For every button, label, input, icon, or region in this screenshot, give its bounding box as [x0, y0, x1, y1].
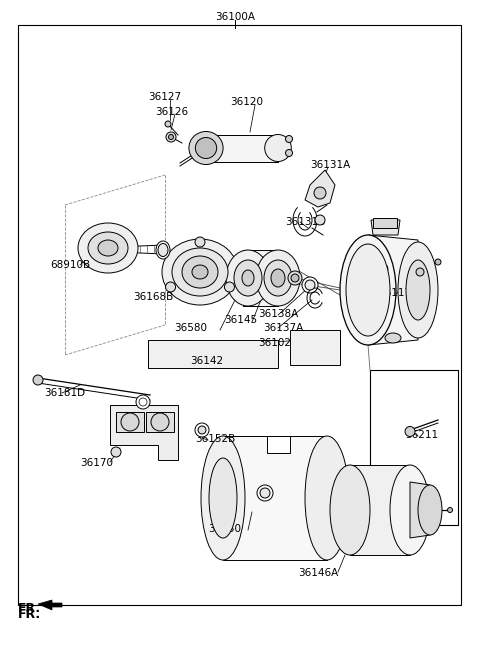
Polygon shape [38, 600, 62, 610]
Ellipse shape [226, 250, 270, 306]
Circle shape [165, 121, 171, 127]
Text: 36102: 36102 [258, 338, 291, 348]
Circle shape [260, 488, 270, 498]
Circle shape [151, 413, 169, 431]
Polygon shape [371, 220, 400, 235]
Circle shape [288, 271, 302, 285]
Text: 36137A: 36137A [263, 323, 303, 333]
Text: 36126: 36126 [155, 107, 188, 117]
Text: 68910B: 68910B [50, 260, 90, 270]
Text: 36120: 36120 [230, 97, 263, 107]
Circle shape [302, 277, 318, 293]
Circle shape [405, 426, 415, 437]
Circle shape [225, 282, 234, 292]
Circle shape [121, 413, 139, 431]
Text: 36142: 36142 [190, 356, 223, 366]
Text: 36131A: 36131A [310, 160, 350, 170]
Ellipse shape [398, 242, 438, 338]
Circle shape [166, 132, 176, 142]
Ellipse shape [162, 239, 238, 305]
Ellipse shape [192, 265, 208, 279]
Text: 36146A: 36146A [298, 568, 338, 578]
Ellipse shape [158, 244, 168, 257]
Circle shape [195, 237, 205, 247]
Text: 36211: 36211 [405, 430, 438, 440]
Circle shape [166, 282, 176, 292]
Polygon shape [110, 405, 178, 460]
Text: 36181D: 36181D [44, 388, 85, 398]
Circle shape [33, 375, 43, 385]
Bar [146, 412, 174, 432]
Circle shape [111, 447, 121, 457]
Ellipse shape [209, 458, 237, 538]
Bar [18, 25, 461, 605]
Polygon shape [243, 250, 278, 306]
Polygon shape [267, 436, 290, 453]
Ellipse shape [98, 240, 118, 256]
Text: 36150: 36150 [208, 524, 241, 534]
Ellipse shape [234, 260, 262, 296]
Ellipse shape [156, 241, 170, 259]
Ellipse shape [189, 132, 223, 165]
Ellipse shape [406, 260, 430, 320]
Text: 36580: 36580 [174, 323, 207, 333]
Circle shape [198, 426, 206, 434]
Ellipse shape [182, 256, 218, 288]
Polygon shape [410, 482, 430, 538]
Circle shape [286, 150, 292, 157]
Circle shape [416, 268, 424, 276]
Bar [148, 340, 278, 368]
Ellipse shape [264, 260, 292, 296]
Circle shape [195, 423, 209, 437]
Circle shape [291, 274, 299, 282]
Circle shape [136, 395, 150, 409]
Circle shape [447, 507, 453, 513]
Ellipse shape [346, 244, 390, 336]
Text: 36100A: 36100A [215, 12, 255, 22]
Ellipse shape [172, 248, 228, 296]
Text: 36131B: 36131B [285, 217, 325, 227]
Ellipse shape [271, 269, 285, 287]
Text: 36170: 36170 [80, 458, 113, 468]
Ellipse shape [390, 465, 430, 555]
Polygon shape [208, 135, 278, 161]
Ellipse shape [340, 235, 396, 345]
Ellipse shape [201, 436, 245, 560]
Ellipse shape [242, 270, 254, 286]
Ellipse shape [330, 465, 370, 555]
Ellipse shape [195, 135, 221, 161]
Text: 36138A: 36138A [258, 309, 298, 319]
Polygon shape [368, 235, 418, 345]
Ellipse shape [195, 137, 216, 159]
Circle shape [286, 135, 292, 143]
Ellipse shape [305, 436, 349, 560]
Text: 36152B: 36152B [195, 434, 235, 444]
Text: FR.: FR. [18, 601, 41, 614]
Text: 36117A: 36117A [378, 288, 418, 298]
Text: 36168B: 36168B [133, 292, 173, 302]
Text: FR.: FR. [18, 608, 41, 621]
Ellipse shape [256, 250, 300, 306]
Bar [290, 330, 340, 365]
Bar [370, 370, 458, 525]
Ellipse shape [88, 232, 128, 264]
Ellipse shape [78, 223, 138, 273]
Ellipse shape [264, 135, 291, 161]
Circle shape [435, 259, 441, 265]
Bar [373, 218, 397, 228]
Text: 36127: 36127 [148, 92, 181, 102]
Polygon shape [350, 465, 410, 555]
Polygon shape [223, 436, 327, 560]
Circle shape [257, 485, 273, 501]
Text: 36110: 36110 [356, 265, 389, 275]
Polygon shape [305, 170, 335, 207]
Circle shape [305, 280, 315, 290]
Circle shape [314, 187, 326, 199]
Circle shape [315, 215, 325, 225]
Text: 36145: 36145 [224, 315, 257, 325]
Ellipse shape [385, 333, 401, 343]
Bar [116, 412, 144, 432]
Circle shape [168, 135, 173, 139]
Ellipse shape [418, 485, 442, 535]
